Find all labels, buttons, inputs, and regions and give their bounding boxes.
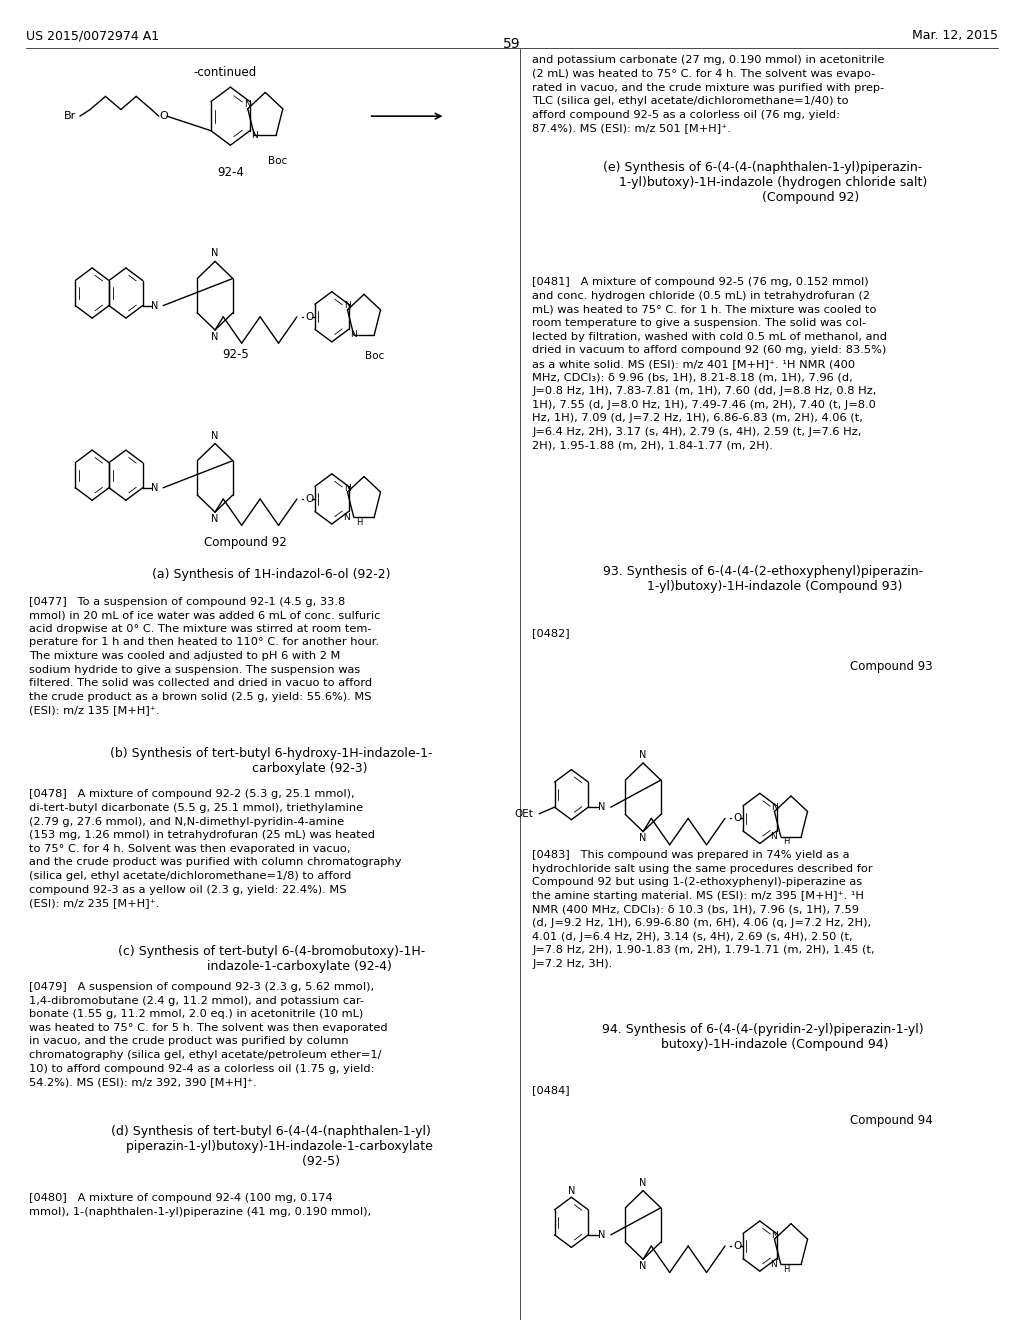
Text: 59: 59 [503, 37, 521, 51]
Text: (c) Synthesis of tert-butyl 6-(4-bromobutoxy)-1H-
              indazole-1-carbo: (c) Synthesis of tert-butyl 6-(4-bromobu… [118, 945, 425, 973]
Text: N: N [598, 803, 605, 812]
Text: 92-5: 92-5 [222, 348, 249, 362]
Text: [0484]: [0484] [532, 1085, 570, 1096]
Text: N: N [771, 1230, 778, 1239]
Text: (d) Synthesis of tert-butyl 6-(4-(4-(naphthalen-1-yl)
    piperazin-1-yl)butoxy): (d) Synthesis of tert-butyl 6-(4-(4-(nap… [110, 1125, 433, 1168]
Text: N: N [211, 248, 219, 259]
Text: H: H [782, 837, 790, 846]
Text: 92-4: 92-4 [217, 166, 244, 180]
Text: Boc: Boc [365, 351, 384, 362]
Text: N: N [152, 483, 159, 492]
Text: and potassium carbonate (27 mg, 0.190 mmol) in acetonitrile
(2 mL) was heated to: and potassium carbonate (27 mg, 0.190 mm… [532, 55, 885, 133]
Text: N: N [343, 512, 350, 521]
Text: O: O [305, 312, 313, 322]
Text: N: N [639, 833, 647, 843]
Text: N: N [211, 430, 219, 441]
Text: N: N [152, 301, 159, 310]
Text: Br: Br [63, 111, 76, 121]
Text: [0483]   This compound was prepared in 74% yield as a
hydrochloride salt using t: [0483] This compound was prepared in 74%… [532, 850, 876, 969]
Text: O: O [733, 813, 741, 824]
Text: [0479]   A suspension of compound 92-3 (2.3 g, 5.62 mmol),
1,4-dibromobutane (2.: [0479] A suspension of compound 92-3 (2.… [29, 982, 387, 1088]
Text: O: O [733, 1241, 741, 1251]
Text: [0480]   A mixture of compound 92-4 (100 mg, 0.174
mmol), 1-(naphthalen-1-yl)pip: [0480] A mixture of compound 92-4 (100 m… [29, 1193, 371, 1217]
Text: H: H [782, 1265, 790, 1274]
Text: N: N [344, 301, 351, 310]
Text: 94. Synthesis of 6-(4-(4-(pyridin-2-yl)piperazin-1-yl)
      butoxy)-1H-indazole: 94. Synthesis of 6-(4-(4-(pyridin-2-yl)p… [602, 1023, 924, 1051]
Text: OEt: OEt [514, 809, 534, 818]
Text: -continued: -continued [194, 66, 257, 79]
Text: N: N [251, 131, 258, 140]
Text: [0482]: [0482] [532, 628, 570, 639]
Text: N: N [639, 750, 647, 760]
Text: [0477]   To a suspension of compound 92-1 (4.5 g, 33.8
mmol) in 20 mL of ice wat: [0477] To a suspension of compound 92-1 … [29, 597, 380, 715]
Text: Boc: Boc [268, 156, 287, 166]
Text: H: H [355, 517, 362, 527]
Text: (a) Synthesis of 1H-indazol-6-ol (92-2): (a) Synthesis of 1H-indazol-6-ol (92-2) [153, 568, 390, 581]
Text: N: N [211, 513, 219, 524]
Text: N: N [344, 483, 351, 492]
Text: [0481]   A mixture of compound 92-5 (76 mg, 0.152 mmol)
and conc. hydrogen chlor: [0481] A mixture of compound 92-5 (76 mg… [532, 277, 888, 450]
Text: N: N [770, 1259, 777, 1269]
Text: O: O [160, 111, 168, 121]
Text: N: N [639, 1261, 647, 1271]
Text: Compound 92: Compound 92 [205, 536, 287, 549]
Text: O: O [305, 494, 313, 504]
Text: 93. Synthesis of 6-(4-(4-(2-ethoxyphenyl)piperazin-
      1-yl)butoxy)-1H-indazo: 93. Synthesis of 6-(4-(4-(2-ethoxyphenyl… [603, 565, 923, 593]
Text: N: N [211, 331, 219, 342]
Text: Compound 94: Compound 94 [850, 1114, 932, 1127]
Text: Mar. 12, 2015: Mar. 12, 2015 [912, 29, 998, 42]
Text: (b) Synthesis of tert-butyl 6-hydroxy-1H-indazole-1-
                   carboxyl: (b) Synthesis of tert-butyl 6-hydroxy-1H… [111, 747, 432, 775]
Text: N: N [567, 1185, 575, 1196]
Text: N: N [770, 832, 777, 841]
Text: N: N [350, 330, 357, 339]
Text: [0478]   A mixture of compound 92-2 (5.3 g, 25.1 mmol),
di-tert-butyl dicarbonat: [0478] A mixture of compound 92-2 (5.3 g… [29, 789, 401, 908]
Text: N: N [598, 1230, 605, 1239]
Text: N: N [639, 1177, 647, 1188]
Text: (e) Synthesis of 6-(4-(4-(naphthalen-1-yl)piperazin-
     1-yl)butoxy)-1H-indazo: (e) Synthesis of 6-(4-(4-(naphthalen-1-y… [599, 161, 927, 205]
Text: N: N [245, 100, 251, 110]
Text: Compound 93: Compound 93 [850, 660, 932, 673]
Text: N: N [771, 803, 778, 812]
Text: US 2015/0072974 A1: US 2015/0072974 A1 [26, 29, 159, 42]
